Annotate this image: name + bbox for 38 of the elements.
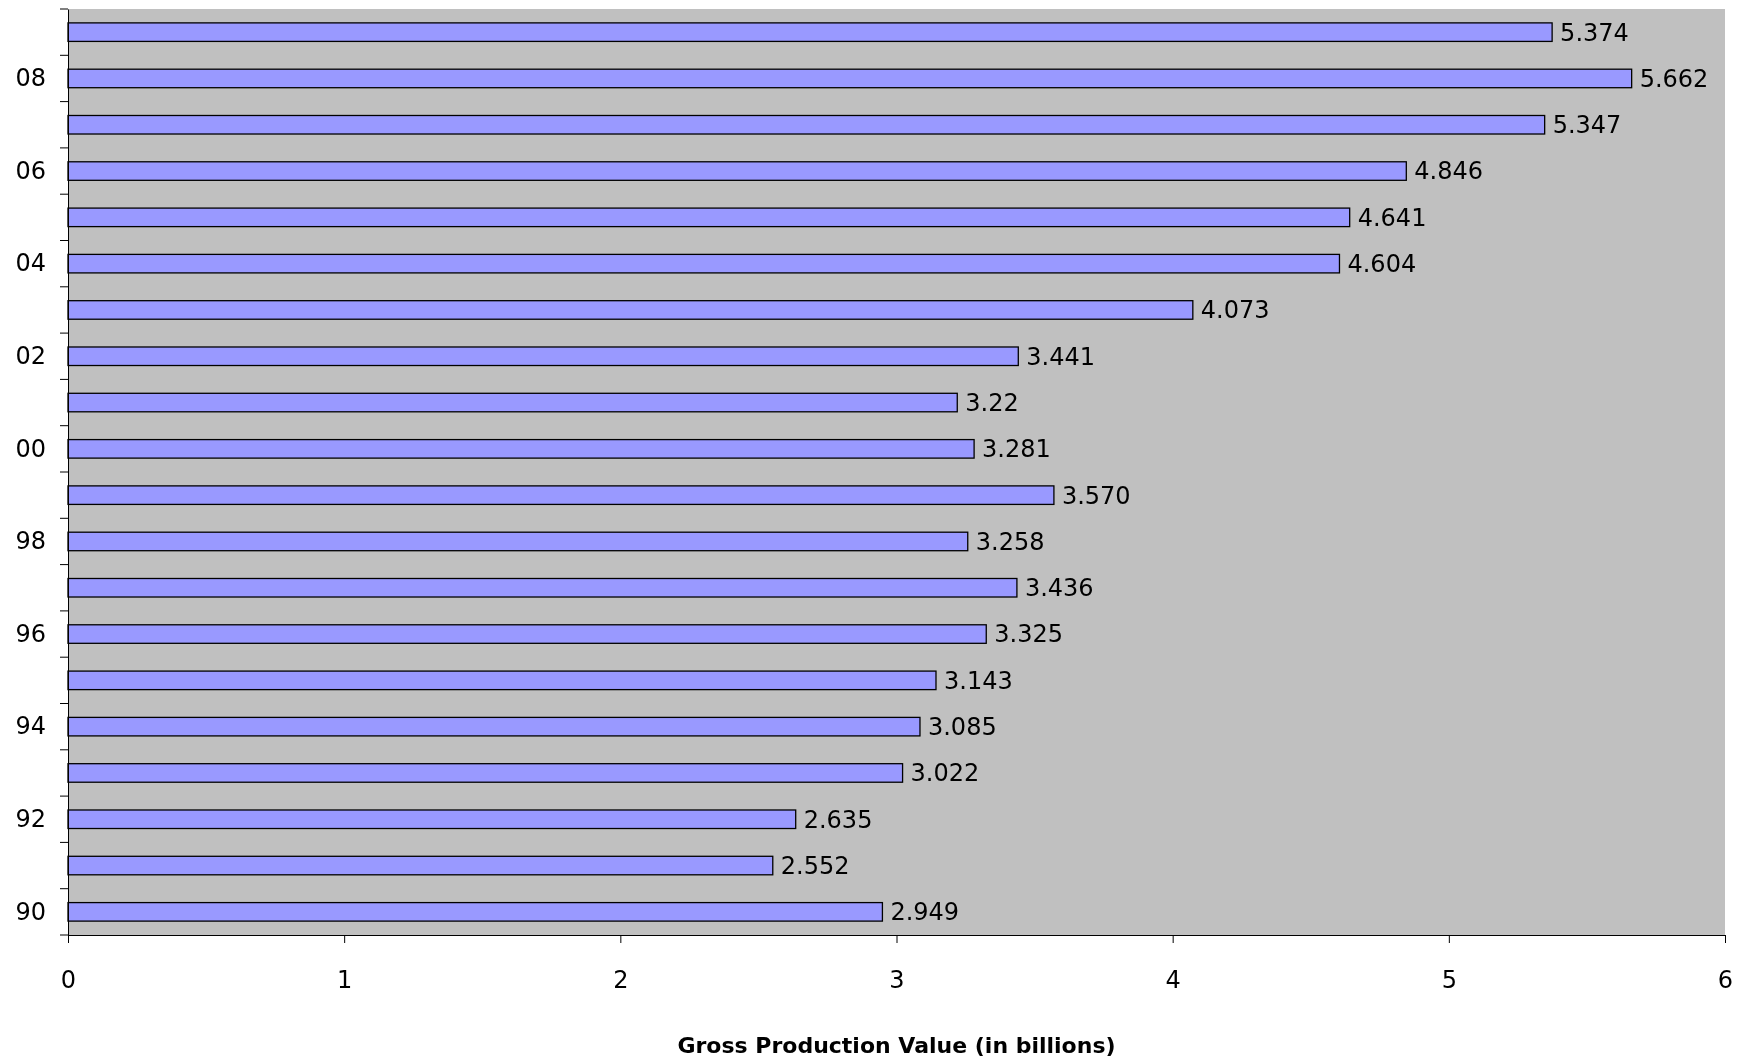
data-label: 5.662 [1639, 64, 1709, 93]
data-label: 2.949 [890, 898, 960, 927]
data-label: 2.552 [780, 851, 850, 880]
data-label: 3.570 [1061, 481, 1131, 510]
data-label: 3.258 [975, 527, 1045, 556]
y-tick-label: 90 [15, 897, 46, 926]
data-label: 4.641 [1357, 203, 1427, 232]
data-label: 3.022 [910, 759, 980, 788]
y-tick-label: 96 [15, 619, 46, 648]
y-tick-label: 06 [15, 156, 46, 185]
data-label: 4.604 [1347, 250, 1417, 279]
data-label: 3.281 [982, 435, 1051, 464]
x-tick-label: 2 [613, 966, 629, 995]
data-label: 3.22 [965, 388, 1019, 417]
y-tick-label: 92 [15, 804, 46, 833]
data-label: 4.846 [1414, 157, 1484, 186]
y-tick-label: 08 [15, 64, 46, 93]
x-tick-label: 4 [1165, 966, 1181, 995]
x-tick-label: 6 [1717, 966, 1734, 995]
x-tick-label: 5 [1441, 966, 1457, 995]
data-label: 4.073 [1200, 296, 1270, 325]
data-label: 3.436 [1024, 574, 1094, 603]
y-tick-label: 04 [15, 249, 46, 278]
data-label: 2.635 [803, 805, 873, 834]
y-tick-label: 02 [15, 341, 46, 370]
data-label: 3.143 [943, 666, 1013, 695]
y-tick-label: 94 [15, 712, 46, 741]
x-tick-label: 1 [337, 966, 353, 995]
x-axis-title: Gross Production Value (in billions) [677, 1033, 1116, 1058]
data-label: 3.325 [994, 620, 1063, 649]
data-label: 3.085 [927, 713, 997, 742]
x-tick-label: 3 [889, 966, 905, 995]
x-tick-label: 0 [60, 966, 77, 995]
data-label: 5.374 [1560, 18, 1629, 47]
y-tick-label: 98 [15, 527, 46, 556]
data-label: 3.441 [1026, 342, 1096, 371]
data-label: 5.347 [1552, 111, 1622, 140]
y-tick-label: 00 [15, 434, 46, 463]
